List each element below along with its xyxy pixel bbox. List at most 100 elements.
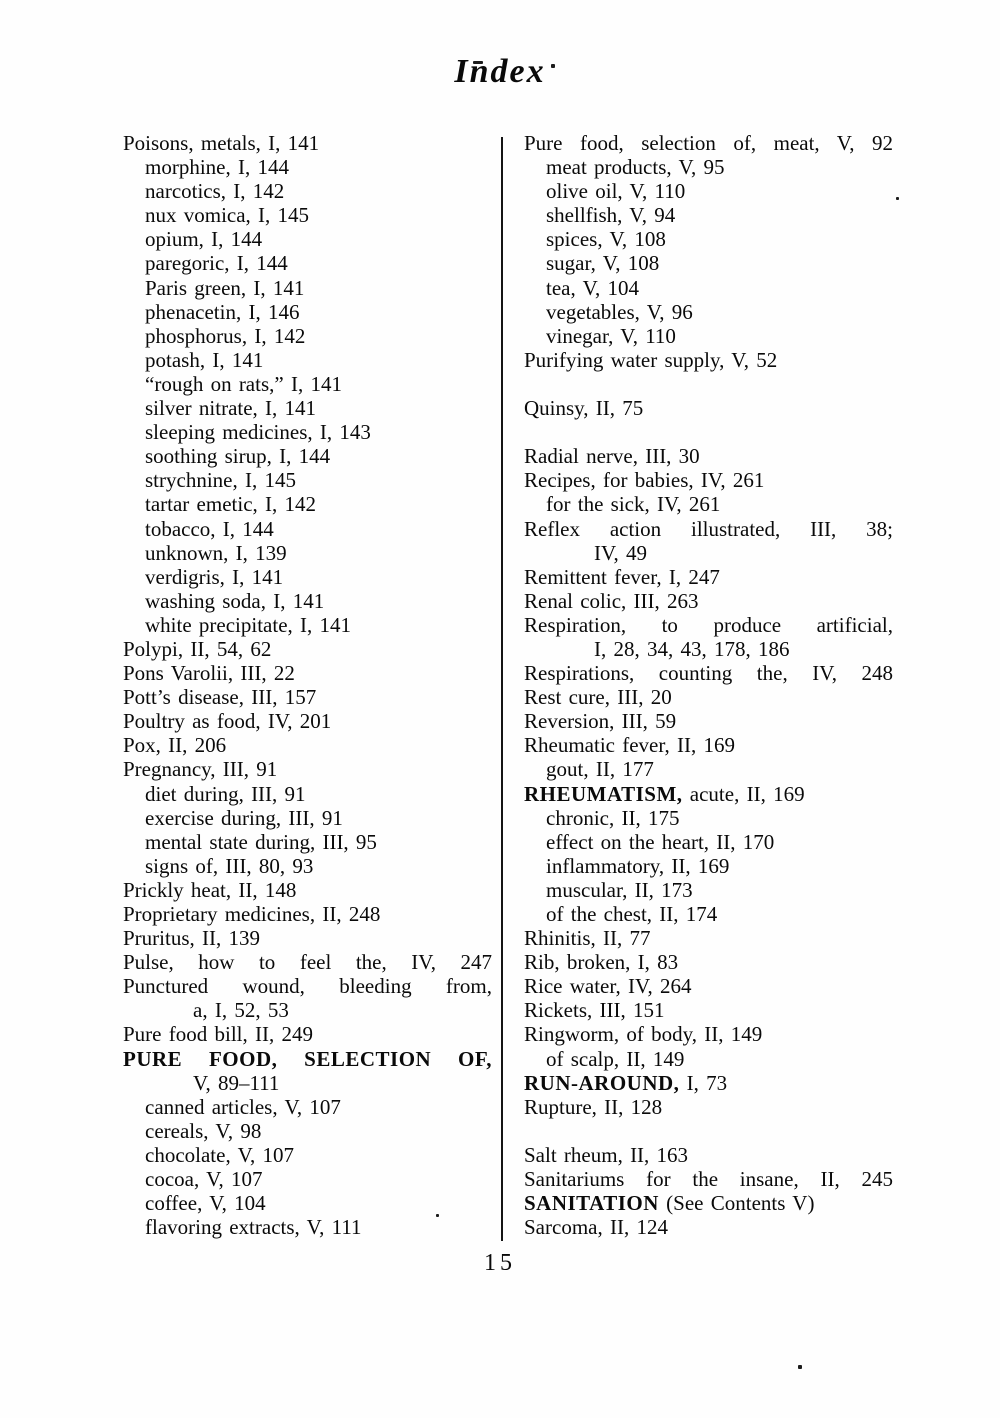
index-entry-text: silver nitrate, I, 141 — [145, 396, 317, 421]
index-entry-text: vinegar, V, 110 — [546, 323, 676, 348]
index-entry: Prickly heat, II, 148 — [123, 878, 492, 902]
index-entry: white precipitate, I, 141 — [123, 613, 492, 637]
index-entry-text: IV, 49 — [594, 540, 647, 565]
index-entry-text: Radial nerve, III, 30 — [524, 444, 700, 469]
index-entry-text: chronic, II, 175 — [546, 805, 680, 830]
index-entry-text: Pox, II, 206 — [123, 733, 227, 758]
index-entry: canned articles, V, 107 — [123, 1095, 492, 1119]
index-entry-text: Pregnancy, III, 91 — [123, 757, 278, 782]
index-entry: Respirations, counting the, IV, 248 — [524, 661, 893, 685]
index-entry: Proprietary medicines, II, 248 — [123, 902, 492, 926]
index-entry-text: I, 28, 34, 43, 178, 186 — [594, 636, 790, 661]
index-entry-text: Punctured wound, bleeding from, — [123, 974, 492, 999]
index-entry: tea, V, 104 — [524, 276, 893, 300]
index-entry-text: of the chest, II, 174 — [546, 902, 718, 926]
index-entry-text: Poisons, metals, I, 141 — [123, 131, 320, 155]
right-column: Pure food, selection of, meat, V, 92 meat… — [524, 131, 893, 1239]
index-entry-text: shellfish, V, 94 — [546, 203, 676, 228]
index-entry-text: sleeping medicines, I, 143 — [145, 420, 371, 445]
index-entry-text: phenacetin, I, 146 — [145, 299, 300, 324]
index-entry-text: opium, I, 144 — [145, 227, 263, 252]
index-entry: tobacco, I, 144 — [123, 517, 492, 541]
index-entry: vinegar, V, 110 — [524, 324, 893, 348]
index-entry: phenacetin, I, 146 — [123, 300, 492, 324]
index-entry: chocolate, V, 107 — [123, 1143, 492, 1167]
index-entry-text: narcotics, I, 142 — [145, 179, 285, 204]
index-entry: olive oil, V, 110 — [524, 179, 893, 203]
index-entry: I, 28, 34, 43, 178, 186 — [524, 637, 893, 661]
index-entry: potash, I, 141 — [123, 348, 492, 372]
index-entry: Poisons, metals, I, 141 — [123, 131, 492, 155]
index-entry: Rice water, IV, 264 — [524, 974, 893, 998]
index-entry-text: tobacco, I, 144 — [145, 516, 274, 541]
index-entry-bold-term: RUN-AROUND, — [524, 1070, 680, 1095]
index-entry-text: chocolate, V, 107 — [145, 1142, 295, 1167]
index-entry-text: Polypi, II, 54, 62 — [123, 636, 272, 661]
index-entry-text: phosphorus, I, 142 — [145, 323, 306, 348]
index-entry-text: Pruritus, II, 139 — [123, 926, 260, 951]
index-entry-text: V, 89–111 — [193, 1070, 280, 1095]
index-entry: meat products, V, 95 — [524, 155, 893, 179]
index-entry: Pruritus, II, 139 — [123, 926, 492, 950]
scan-speck — [896, 197, 899, 200]
scan-speck — [551, 64, 555, 68]
index-entry: Pons Varolii, III, 22 — [123, 661, 492, 685]
index-entry-text: Quinsy, II, 75 — [524, 396, 644, 421]
index-entry: Radial nerve, III, 30 — [524, 444, 893, 468]
index-entry-text: tartar emetic, I, 142 — [145, 492, 317, 517]
index-entry-text: “rough on rats,” I, 141 — [145, 371, 342, 396]
index-entry-text: Remittent fever, I, 247 — [524, 564, 720, 589]
index-entry: Paris green, I, 141 — [123, 276, 492, 300]
index-entry: Rheumatic fever, II, 169 — [524, 733, 893, 757]
index-entry: diet during, III, 91 — [123, 782, 492, 806]
index-entry-text: inflammatory, II, 169 — [546, 853, 730, 878]
index-entry: Rib, broken, I, 83 — [524, 950, 893, 974]
index-entry: Respiration, to produce artificial, — [524, 613, 893, 637]
index-entry: IV, 49 — [524, 541, 893, 565]
index-entry: V, 89–111 — [123, 1071, 492, 1095]
index-entry-text: Pure food, selection of, meat, V, 92 — [524, 131, 893, 155]
index-entry-text: Ringworm, of body, II, 149 — [524, 1022, 763, 1047]
index-entry-text: cereals, V, 98 — [145, 1118, 262, 1143]
index-entry: cocoa, V, 107 — [123, 1167, 492, 1191]
index-entry-text: Renal colic, III, 263 — [524, 588, 699, 613]
index-entry: sugar, V, 108 — [524, 251, 893, 275]
index-entry-text: signs of, III, 80, 93 — [145, 853, 314, 878]
index-entry-text: paregoric, I, 144 — [145, 251, 288, 276]
index-entry: signs of, III, 80, 93 — [123, 854, 492, 878]
index-entry-text: olive oil, V, 110 — [546, 179, 686, 204]
index-entry-text: white precipitate, I, 141 — [145, 612, 352, 637]
index-entry-bold-term: SANITATION — [524, 1191, 659, 1216]
index-entry-text: exercise during, III, 91 — [145, 805, 343, 830]
index-entry-text: muscular, II, 173 — [546, 877, 693, 902]
index-entry-text: Recipes, for babies, IV, 261 — [524, 468, 765, 493]
index-entry-text: strychnine, I, 145 — [145, 468, 296, 493]
index-entry: Reflex action illustrated, III, 38; — [524, 517, 893, 541]
index-entry-text: Reflex action illustrated, III, 38; — [524, 516, 893, 541]
index-entry-text: Sanitariums for the insane, II, 245 — [524, 1167, 893, 1192]
index-entry-text: Pulse, how to feel the, IV, 247 — [123, 950, 492, 975]
index-entry: Purifying water supply, V, 52 — [524, 348, 893, 372]
index-entry-text: verdigris, I, 141 — [145, 564, 284, 589]
index-entry: Pulse, how to feel the, IV, 247 — [123, 950, 492, 974]
index-entry: paregoric, I, 144 — [123, 251, 492, 275]
index-entry-text: Rib, broken, I, 83 — [524, 950, 679, 975]
blank-line — [524, 1119, 893, 1143]
index-entry: tartar emetic, I, 142 — [123, 492, 492, 516]
index-entry-text: unknown, I, 139 — [145, 540, 287, 565]
index-entry: Sanitariums for the insane, II, 245 — [524, 1167, 893, 1191]
index-entry: of scalp, II, 149 — [524, 1047, 893, 1071]
index-entry-text: soothing sirup, I, 144 — [145, 444, 331, 469]
index-entry: mental state during, III, 95 — [123, 830, 492, 854]
index-entry-text: canned articles, V, 107 — [145, 1094, 341, 1119]
index-entry-text: Reversion, III, 59 — [524, 709, 677, 734]
index-entry-text: Respiration, to produce artificial, — [524, 612, 893, 637]
index-entry-text: vegetables, V, 96 — [546, 299, 693, 324]
index-entry: Pox, II, 206 — [123, 733, 492, 757]
index-entry: gout, II, 177 — [524, 757, 893, 781]
index-entry-bold-term: PURE FOOD, SELECTION OF, — [123, 1046, 492, 1071]
index-entry-text: spices, V, 108 — [546, 227, 666, 252]
index-entry: RUN-AROUND, I, 73 — [524, 1071, 893, 1095]
index-entry-text: Paris green, I, 141 — [145, 275, 305, 300]
index-entry-text: of scalp, II, 149 — [546, 1046, 685, 1071]
